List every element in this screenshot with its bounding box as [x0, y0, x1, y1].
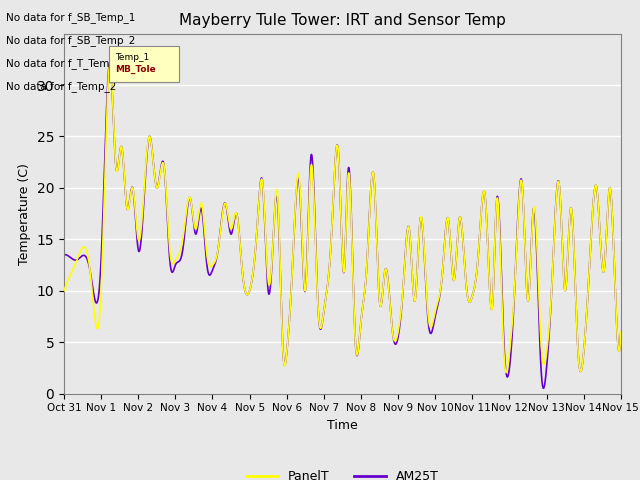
AM25T: [88, 283, 96, 288]
AM25T: [316, 326, 324, 332]
Line: PanelT: PanelT: [64, 63, 621, 372]
AM25T: [602, 255, 609, 261]
PanelT: [499, 322, 506, 328]
X-axis label: Time: Time: [327, 419, 358, 432]
AM25T: [540, 385, 547, 391]
PanelT: [88, 291, 96, 297]
PanelT: [502, 370, 510, 375]
Title: Mayberry Tule Tower: IRT and Sensor Temp: Mayberry Tule Tower: IRT and Sensor Temp: [179, 13, 506, 28]
Line: AM25T: AM25T: [64, 63, 621, 388]
AM25T: [601, 259, 609, 264]
Text: No data for f_SB_Temp_1: No data for f_SB_Temp_1: [6, 12, 136, 23]
AM25T: [331, 162, 339, 168]
PanelT: [316, 325, 324, 331]
Legend: PanelT, AM25T: PanelT, AM25T: [241, 465, 444, 480]
AM25T: [106, 60, 113, 66]
PanelT: [602, 255, 609, 261]
Text: No data for f_Temp_2: No data for f_Temp_2: [6, 81, 116, 92]
PanelT: [60, 288, 68, 294]
Text: No data for f_T_Temp_1: No data for f_T_Temp_1: [6, 58, 128, 69]
PanelT: [617, 329, 625, 335]
Text: Temp_1: Temp_1: [115, 53, 150, 62]
PanelT: [601, 259, 609, 264]
PanelT: [331, 162, 339, 168]
AM25T: [617, 329, 625, 335]
PanelT: [106, 60, 114, 66]
AM25T: [60, 252, 68, 258]
Y-axis label: Temperature (C): Temperature (C): [18, 163, 31, 264]
Text: MB_Tole: MB_Tole: [115, 65, 156, 74]
AM25T: [499, 310, 506, 315]
Text: No data for f_SB_Temp_2: No data for f_SB_Temp_2: [6, 35, 136, 46]
